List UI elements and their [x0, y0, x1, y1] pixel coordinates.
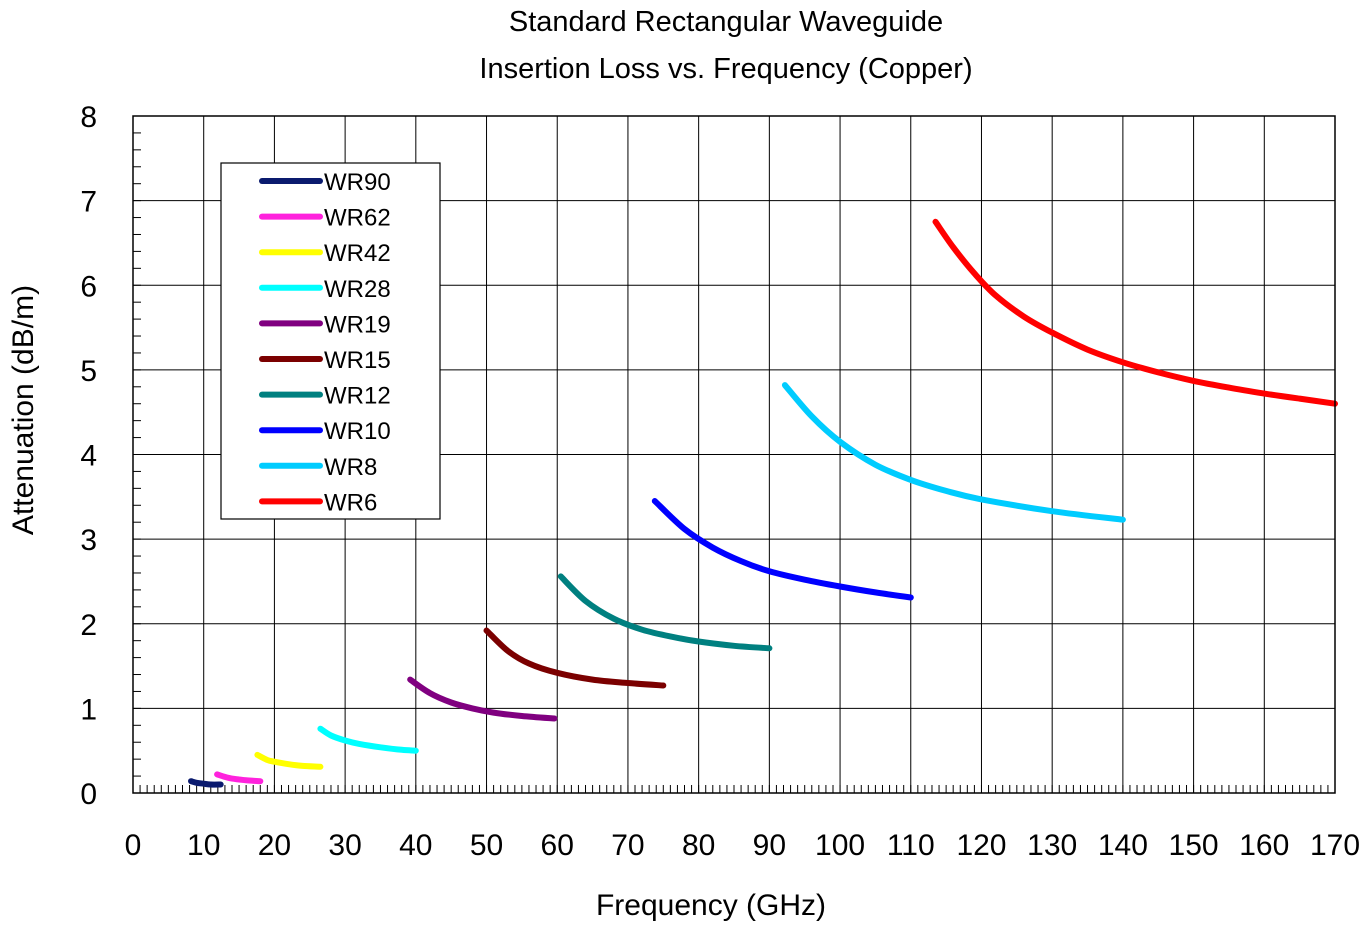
x-tick-label: 90	[753, 829, 786, 862]
y-tick-label: 4	[80, 440, 97, 473]
series-lines	[188, 218, 1338, 788]
plot-frame	[132, 115, 1336, 794]
x-tick-label: 60	[541, 829, 574, 862]
series-line-wr28	[317, 725, 419, 754]
legend-label-wr12: WR12	[324, 383, 391, 410]
series-line-wr15	[483, 627, 667, 689]
y-tick-label: 7	[80, 186, 97, 219]
x-tick-label: 100	[815, 829, 865, 862]
x-tick-label: 140	[1098, 829, 1148, 862]
x-tick-label: 10	[187, 829, 220, 862]
legend-label-wr19: WR19	[324, 311, 391, 338]
legend-label-wr10: WR10	[324, 418, 391, 445]
y-tick-label: 1	[80, 693, 97, 726]
y-tick-label: 0	[80, 778, 97, 811]
legend-label-wr28: WR28	[324, 276, 391, 303]
y-tick-label: 8	[80, 101, 97, 134]
chart-subtitle: Insertion Loss vs. Frequency (Copper)	[479, 53, 972, 85]
legend-label-wr62: WR62	[324, 205, 391, 232]
x-tick-label: 30	[328, 829, 361, 862]
legend-label-wr42: WR42	[324, 240, 391, 267]
x-tick-label: 160	[1239, 829, 1289, 862]
x-tick-label: 170	[1310, 829, 1360, 862]
x-tick-label: 150	[1169, 829, 1219, 862]
y-tick-label: 3	[80, 524, 97, 557]
series-line-wr8	[781, 382, 1126, 523]
y-tick-label: 2	[80, 609, 97, 642]
legend-box	[220, 162, 441, 520]
x-tick-labels: 0 10 20 30 40 50 60 70 80 90 100 110 120 130 140 150 160…	[125, 829, 1360, 862]
x-tick-label: 40	[399, 829, 432, 862]
x-tick-label: 110	[887, 829, 935, 862]
x-tick-label: 130	[1027, 829, 1077, 862]
series-line-wr42	[254, 751, 324, 770]
chart-title: Standard Rectangular Waveguide	[509, 6, 943, 38]
legend-label-wr6: WR6	[324, 489, 377, 516]
x-tick-label: 20	[258, 829, 291, 862]
y-tick-label: 5	[80, 355, 97, 388]
x-tick-label: 80	[682, 829, 715, 862]
legend-label-wr8: WR8	[324, 454, 377, 481]
legend-label-wr90: WR90	[324, 169, 391, 196]
series-line-wr62	[214, 771, 264, 785]
series-line-wr90	[188, 778, 224, 788]
x-axis-label: Frequency (GHz)	[596, 889, 826, 922]
x-tick-label: 120	[956, 829, 1006, 862]
x-tick-label: 50	[470, 829, 503, 862]
legend: WR90 WR62 WR42 WR28 WR19 WR15 WR12 WR10 WR8 WR6	[220, 162, 441, 520]
y-axis-label: Attenuation (dB/m)	[7, 285, 40, 535]
x-tick-label: 0	[125, 829, 142, 862]
series-line-wr6	[932, 218, 1338, 407]
x-tick-label: 70	[611, 829, 644, 862]
series-line-wr10	[651, 498, 914, 601]
y-tick-labels: 0 1 2 3 4 5 6 7 8	[80, 101, 97, 811]
legend-label-wr15: WR15	[324, 347, 391, 374]
y-tick-label: 6	[80, 270, 97, 303]
series-line-wr19	[407, 676, 558, 722]
series-line-wr12	[557, 573, 773, 652]
